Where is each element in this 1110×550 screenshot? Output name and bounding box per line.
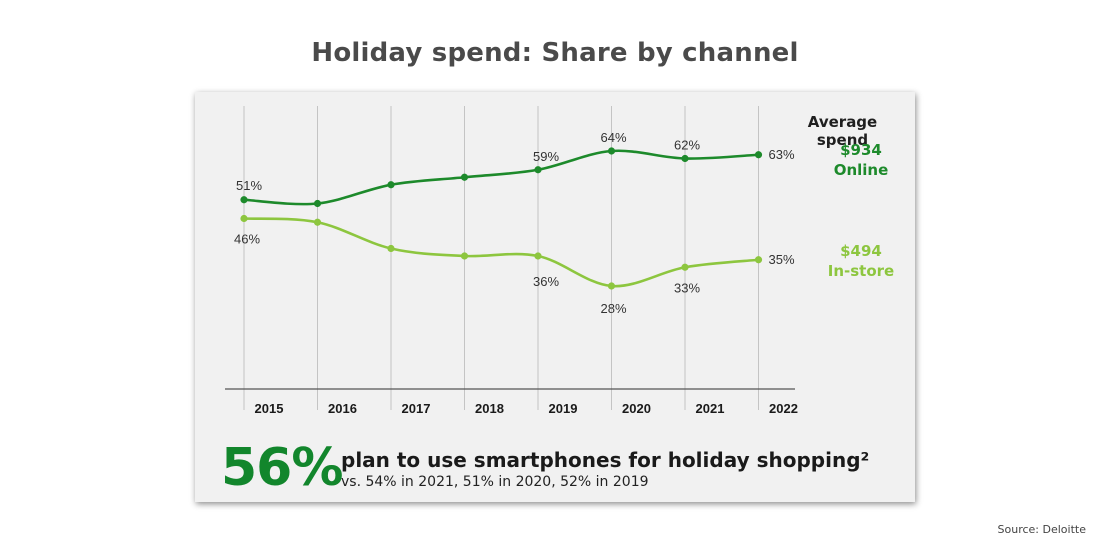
data-point-in-store <box>460 252 469 260</box>
data-point-online <box>460 173 469 181</box>
data-point-online <box>754 151 763 159</box>
series-line-online <box>243 149 759 206</box>
data-point-in-store <box>607 282 616 290</box>
x-tick-label: 2018 <box>475 401 504 416</box>
x-tick-label: 2019 <box>549 401 578 416</box>
data-label: 46% <box>234 232 260 247</box>
data-point-in-store <box>240 214 248 223</box>
series-line-in-store <box>243 217 759 288</box>
smartphone-stat-text: plan to use smartphones for holiday shop… <box>341 448 870 472</box>
x-tick-label: 2017 <box>402 401 431 416</box>
x-tick-label: 2021 <box>696 401 725 416</box>
legend-online: $934 Online <box>806 140 916 180</box>
data-label: 51% <box>236 178 262 193</box>
legend-heading: Average spend <box>807 113 878 149</box>
data-point-in-store <box>681 263 689 271</box>
x-tick-label: 2016 <box>328 401 357 416</box>
data-label: 59% <box>533 149 559 164</box>
data-point-online <box>387 181 395 189</box>
x-tick-label: 2015 <box>255 401 284 416</box>
smartphone-stat-value: 56% <box>221 438 343 498</box>
legend-online-amount: $934 <box>840 141 882 159</box>
source-note: Source: Deloitte <box>997 523 1086 536</box>
data-point-online <box>240 196 248 204</box>
data-label: 28% <box>600 301 626 316</box>
chart-card: 2015 2016 2017 2018 2019 2020 2021 2022 51% 59% 64… <box>195 92 915 502</box>
x-tick-label: 2020 <box>622 401 651 416</box>
page-title: Holiday spend: Share by channel <box>311 38 799 68</box>
legend-instore: $494 In-store <box>806 241 916 281</box>
x-tick-label: 2022 <box>769 401 798 416</box>
data-point-online <box>681 154 689 163</box>
data-label: 64% <box>600 130 626 145</box>
data-label: 63% <box>769 147 795 162</box>
data-point-in-store <box>313 218 322 226</box>
data-label: 36% <box>533 274 559 289</box>
data-point-in-store <box>387 244 395 253</box>
data-label: 35% <box>769 252 795 267</box>
legend-instore-amount: $494 <box>840 242 882 260</box>
data-point-online <box>534 166 542 174</box>
data-label: 33% <box>674 280 700 295</box>
data-point-in-store <box>534 252 542 260</box>
data-label: 62% <box>674 138 700 153</box>
line-chart: 2015 2016 2017 2018 2019 2020 2021 2022 51% 59% 64… <box>225 106 798 416</box>
legend-online-label: Online <box>833 161 889 179</box>
legend-instore-label: In-store <box>827 262 895 280</box>
data-point-in-store <box>754 256 763 264</box>
smartphone-stat-subtext: vs. 54% in 2021, 51% in 2020, 52% in 201… <box>341 474 649 490</box>
data-point-online <box>607 147 616 155</box>
data-point-online <box>313 199 322 208</box>
